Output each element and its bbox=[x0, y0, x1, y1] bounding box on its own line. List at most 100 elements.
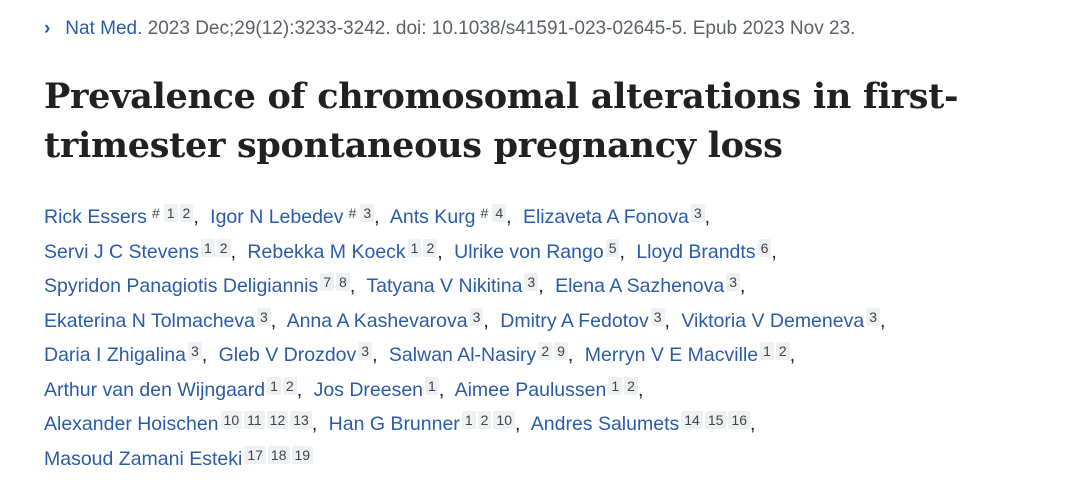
separator: , bbox=[664, 309, 670, 332]
equal-contrib-mark: # bbox=[480, 205, 489, 221]
affiliation-ref[interactable]: 2 bbox=[538, 342, 553, 360]
author-name[interactable]: Ekaterina N Tolmacheva bbox=[44, 309, 255, 332]
affiliation-ref[interactable]: 1 bbox=[425, 376, 439, 395]
author-name[interactable]: Lloyd Brandts bbox=[636, 240, 756, 263]
affiliation-ref[interactable]: 6 bbox=[757, 238, 772, 257]
author: Tatyana V Nikitina 3, bbox=[366, 273, 549, 297]
affiliation-ref[interactable]: 16 bbox=[728, 411, 750, 429]
author-name[interactable]: Salwan Al-Nasiry bbox=[388, 344, 537, 366]
affiliation-ref[interactable]: 12 bbox=[266, 411, 289, 429]
separator: , bbox=[749, 413, 756, 435]
affiliation-ref[interactable]: 10 bbox=[220, 411, 243, 429]
separator: , bbox=[311, 413, 318, 435]
separator: , bbox=[201, 344, 208, 366]
author: Lloyd Brandts 6, bbox=[636, 238, 782, 263]
affiliation-ref[interactable]: 2 bbox=[282, 376, 297, 395]
affiliation-ref[interactable]: 11 bbox=[244, 411, 265, 429]
chevron-icon[interactable]: › bbox=[44, 18, 51, 39]
affiliation-ref[interactable]: 18 bbox=[267, 445, 290, 464]
affiliation-ref[interactable]: 3 bbox=[650, 307, 665, 326]
separator: , bbox=[879, 309, 886, 332]
author-name[interactable]: Aimee Paulussen bbox=[454, 378, 607, 401]
author-name[interactable]: Tatyana V Nikitina bbox=[366, 275, 523, 297]
affiliation-ref[interactable]: 1 bbox=[163, 204, 178, 222]
affiliation-ref[interactable]: 9 bbox=[554, 342, 568, 360]
affiliation-ref[interactable]: 4 bbox=[492, 204, 507, 222]
author-line: Arthur van den Wijngaard 1 2, Jos Dreesen 1… bbox=[44, 373, 891, 408]
affiliation-ref[interactable]: 3 bbox=[358, 342, 373, 360]
author-name[interactable]: Merryn V E Macville bbox=[584, 344, 759, 366]
affiliation-ref[interactable]: 3 bbox=[866, 307, 880, 326]
affiliation-ref[interactable]: 13 bbox=[290, 411, 312, 429]
separator: , bbox=[270, 309, 277, 332]
affiliation-ref[interactable]: 1 bbox=[760, 342, 774, 360]
author-name[interactable]: Servi J C Stevens bbox=[44, 240, 199, 263]
author: Gleb V Drozdov 3, bbox=[218, 342, 384, 366]
separator: , bbox=[506, 206, 512, 228]
affiliation-ref[interactable]: 10 bbox=[493, 411, 515, 429]
author-name[interactable]: Jos Dreesen bbox=[313, 378, 424, 401]
affiliation-ref[interactable]: 3 bbox=[469, 307, 484, 326]
author-name[interactable]: Rick Essers bbox=[44, 206, 147, 228]
journal-link[interactable]: Nat Med. bbox=[65, 18, 143, 39]
affiliation-ref[interactable]: 7 bbox=[320, 273, 335, 291]
author-name[interactable]: Ulrike von Rango bbox=[454, 240, 604, 263]
author-name[interactable]: Han G Brunner bbox=[328, 413, 460, 435]
affiliation-ref[interactable]: 17 bbox=[244, 445, 266, 464]
author-name[interactable]: Viktoria V Demeneva bbox=[681, 309, 865, 332]
author-name[interactable]: Daria I Zhigalina bbox=[44, 344, 186, 366]
author: Elena A Sazhenova 3, bbox=[555, 273, 751, 297]
author-name[interactable]: Elena A Sazhenova bbox=[555, 275, 725, 297]
affiliation-ref[interactable]: 3 bbox=[726, 273, 740, 291]
author-name[interactable]: Arthur van den Wijngaard bbox=[44, 378, 266, 401]
author-name[interactable]: Dmitry A Fedotov bbox=[500, 309, 649, 332]
author: Viktoria V Demeneva 3, bbox=[681, 307, 891, 332]
affiliation-ref[interactable]: 2 bbox=[775, 342, 790, 360]
affiliation-ref[interactable]: 1 bbox=[200, 238, 215, 257]
affiliation-ref[interactable]: 3 bbox=[187, 342, 202, 360]
affiliation-ref[interactable]: 1 bbox=[407, 238, 422, 257]
affiliation-ref[interactable]: 15 bbox=[704, 411, 727, 429]
equal-contrib-mark: # bbox=[151, 205, 160, 221]
affiliation-ref[interactable]: 3 bbox=[257, 307, 271, 326]
author-name[interactable]: Masoud Zamani Esteki bbox=[44, 447, 243, 470]
affiliation-ref[interactable]: 2 bbox=[179, 204, 194, 222]
author: Elizaveta A Fonova 3, bbox=[522, 204, 716, 228]
affiliation-ref[interactable]: 3 bbox=[360, 204, 375, 222]
author: Igor N Lebedev #3, bbox=[210, 204, 385, 228]
author-name[interactable]: Ants Kurg bbox=[389, 206, 476, 228]
affiliation-ref[interactable]: 19 bbox=[291, 445, 314, 464]
author: Ekaterina N Tolmacheva 3, bbox=[44, 307, 282, 332]
separator: , bbox=[483, 309, 489, 332]
separator: , bbox=[372, 344, 378, 366]
affiliation-ref[interactable]: 1 bbox=[461, 411, 476, 429]
author: Spyridon Panagiotis Deligiannis 7 8, bbox=[44, 273, 361, 297]
affiliation-ref[interactable]: 8 bbox=[336, 273, 350, 291]
separator: , bbox=[438, 378, 445, 401]
citation-details: 2023 Dec;29(12):3233-3242. doi: 10.1038/… bbox=[147, 18, 856, 39]
author-name[interactable]: Andres Salumets bbox=[530, 413, 680, 435]
affiliation-ref[interactable]: 3 bbox=[524, 273, 539, 291]
citation: › Nat Med. 2023 Dec;29(12):3233-3242. do… bbox=[44, 18, 855, 40]
affiliation-ref[interactable]: 2 bbox=[477, 411, 492, 429]
author-name[interactable]: Spyridon Panagiotis Deligiannis bbox=[44, 275, 319, 297]
affiliation-ref[interactable]: 3 bbox=[690, 204, 705, 222]
affiliation-ref[interactable]: 5 bbox=[605, 238, 620, 257]
author-name[interactable]: Igor N Lebedev bbox=[210, 206, 344, 228]
equal-contrib-mark: # bbox=[348, 205, 357, 221]
separator: , bbox=[374, 206, 380, 228]
author-name[interactable]: Rebekka M Koeck bbox=[247, 240, 406, 263]
author-name[interactable]: Alexander Hoischen bbox=[44, 413, 219, 435]
affiliation-ref[interactable]: 2 bbox=[423, 238, 438, 257]
author-name[interactable]: Gleb V Drozdov bbox=[218, 344, 357, 366]
affiliation-ref[interactable]: 2 bbox=[216, 238, 231, 257]
affiliation-ref[interactable]: 1 bbox=[608, 376, 623, 395]
separator: , bbox=[514, 413, 521, 435]
affiliation-ref[interactable]: 2 bbox=[624, 376, 638, 395]
author-name[interactable]: Elizaveta A Fonova bbox=[522, 206, 689, 228]
affiliation-ref[interactable]: 1 bbox=[267, 376, 281, 395]
author-name[interactable]: Anna A Kashevarova bbox=[286, 309, 468, 332]
author: Salwan Al-Nasiry 2 9, bbox=[388, 342, 579, 366]
affiliation-ref[interactable]: 14 bbox=[681, 411, 703, 429]
separator: , bbox=[740, 275, 746, 297]
